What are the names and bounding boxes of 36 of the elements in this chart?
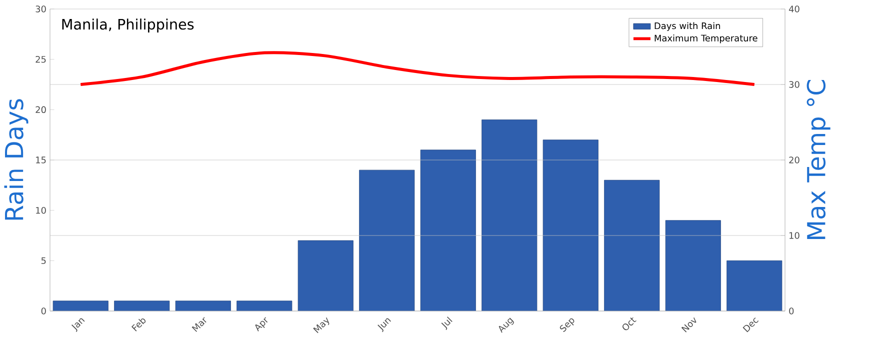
bar [604, 180, 660, 311]
x-tick-label: Dec [742, 318, 758, 332]
x-tick-label: Apr [255, 317, 268, 332]
y-tick-label: 15 [36, 156, 46, 164]
x-tick-label: Jan [71, 318, 85, 332]
y2-tick-label: 20 [789, 156, 800, 164]
x-tick-label: Feb [131, 318, 146, 332]
bar [359, 170, 415, 311]
bar [726, 260, 782, 311]
y-tick-label: 30 [36, 6, 46, 12]
x-tick-label: Jun [378, 318, 391, 332]
y2-tick-label: 30 [789, 81, 800, 88]
x-tick-label: Sep [560, 318, 574, 332]
y-tick-label: 25 [36, 56, 46, 63]
bar [420, 150, 476, 311]
y-axis-title: Rain Days [4, 99, 28, 220]
text: Manila, Philippines [62, 18, 194, 32]
y-tick-label: 0 [41, 308, 46, 314]
bar [298, 240, 354, 311]
bar [665, 220, 721, 311]
y-tick-label: 5 [41, 257, 46, 264]
y2-axis-title: Max Temp °C [806, 80, 830, 239]
line-series [79, 51, 756, 86]
x-tick-label: Nov [681, 317, 696, 332]
y2-tick-label: 40 [788, 6, 800, 12]
legend-label: Maximum Temperature [654, 34, 758, 44]
y-tick-label: 20 [36, 106, 46, 114]
x-tick-label: Mar [192, 317, 206, 332]
y-tick-label: 10 [36, 206, 46, 214]
x-tick-label: Oct [622, 317, 636, 330]
y2-tick-label: 10 [790, 232, 800, 239]
y2-tick-label: 0 [789, 308, 794, 314]
x-tick-label: Jul [441, 316, 452, 330]
legend-label: Days with Rain [654, 22, 720, 31]
bar [482, 120, 538, 311]
bar [542, 140, 598, 311]
